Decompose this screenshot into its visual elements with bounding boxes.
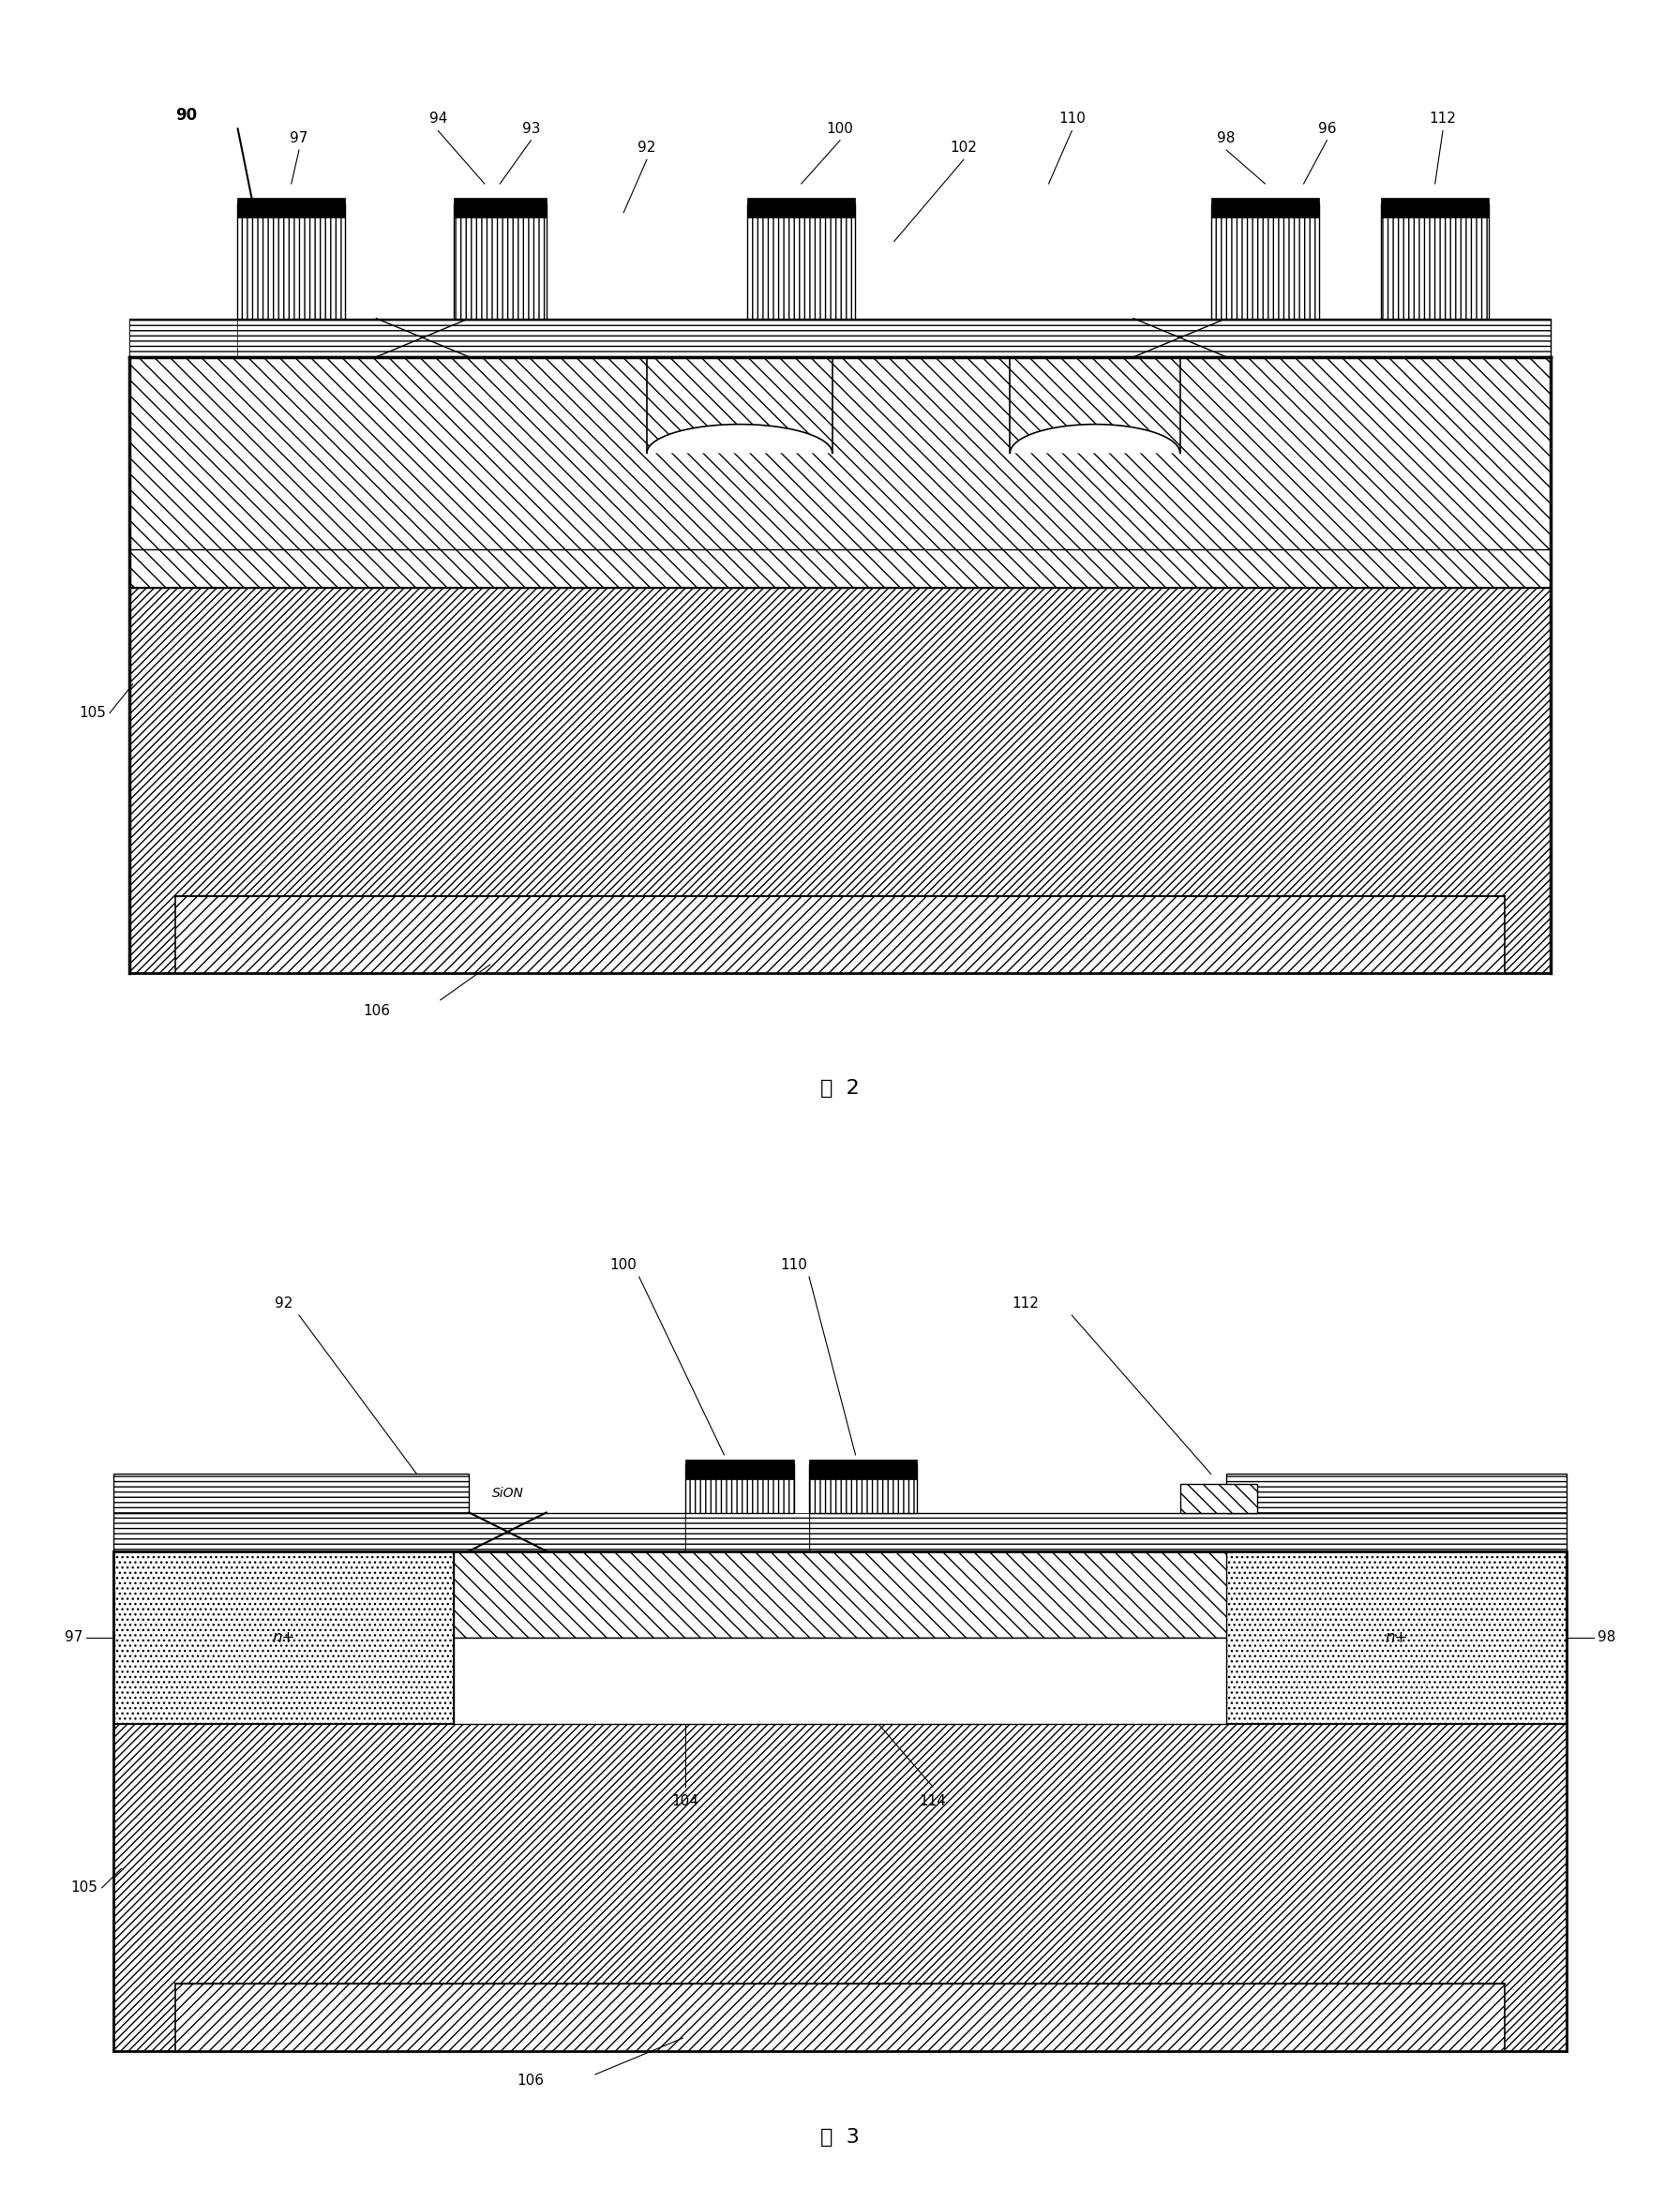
Text: 97: 97 xyxy=(64,1632,82,1645)
Polygon shape xyxy=(1010,356,1179,453)
Bar xyxy=(175,897,1505,973)
Text: 93: 93 xyxy=(522,122,539,136)
Bar xyxy=(129,356,1551,588)
Text: SiON: SiON xyxy=(492,1487,524,1500)
Text: 92: 92 xyxy=(274,1297,292,1310)
Bar xyxy=(1381,203,1488,319)
Text: 97: 97 xyxy=(291,131,307,144)
Bar xyxy=(1226,1551,1566,1723)
Text: n+: n+ xyxy=(1384,1629,1408,1647)
Bar xyxy=(129,319,237,356)
Text: 104: 104 xyxy=(672,1793,699,1809)
Text: 112: 112 xyxy=(1011,1297,1038,1310)
Bar xyxy=(129,319,1551,356)
Text: 110: 110 xyxy=(780,1258,806,1273)
Bar xyxy=(810,1513,1566,1551)
Text: 100: 100 xyxy=(610,1258,637,1273)
Bar xyxy=(748,203,855,319)
Bar xyxy=(810,1459,917,1478)
Bar xyxy=(1381,199,1488,217)
Polygon shape xyxy=(647,356,832,453)
Bar xyxy=(685,1459,793,1478)
Bar xyxy=(454,1638,1226,1723)
Bar xyxy=(685,1465,793,1513)
Text: BII: BII xyxy=(1010,1673,1028,1688)
Bar xyxy=(237,203,346,319)
Text: n+: n+ xyxy=(272,1629,296,1647)
Bar xyxy=(114,1474,469,1513)
Text: 114: 114 xyxy=(919,1793,946,1809)
Bar xyxy=(175,1984,1505,2051)
Text: 112: 112 xyxy=(1430,112,1457,127)
Bar xyxy=(1179,1483,1257,1513)
Bar xyxy=(810,1465,917,1513)
Bar xyxy=(454,1551,1226,1638)
Text: 106: 106 xyxy=(363,1004,390,1019)
Text: 96: 96 xyxy=(1317,122,1336,136)
Text: 106: 106 xyxy=(517,2073,544,2086)
Text: 105: 105 xyxy=(71,1881,97,1894)
Text: 92: 92 xyxy=(638,140,655,155)
Bar xyxy=(1211,199,1319,217)
Bar xyxy=(114,1551,1566,2051)
Bar xyxy=(114,1551,454,1723)
Text: 102: 102 xyxy=(951,140,978,155)
Bar xyxy=(129,356,1551,973)
Text: 90: 90 xyxy=(175,107,197,125)
Text: p: p xyxy=(501,1673,509,1688)
Bar xyxy=(114,1513,685,1551)
Bar xyxy=(1211,203,1319,319)
Bar xyxy=(454,199,546,217)
Text: 图  2: 图 2 xyxy=(820,1078,860,1098)
Bar xyxy=(1226,1474,1566,1513)
Text: n: n xyxy=(501,1588,509,1601)
Text: 110: 110 xyxy=(1058,112,1085,127)
Text: 100: 100 xyxy=(827,122,853,136)
Text: 98: 98 xyxy=(1598,1632,1616,1645)
Text: 105: 105 xyxy=(79,706,106,720)
Bar xyxy=(748,199,855,217)
Bar xyxy=(237,199,346,217)
Text: 94: 94 xyxy=(428,112,447,127)
Text: 98: 98 xyxy=(1218,131,1235,144)
Bar xyxy=(685,1513,810,1551)
Bar xyxy=(454,203,546,319)
Text: 图  3: 图 3 xyxy=(820,2128,860,2148)
